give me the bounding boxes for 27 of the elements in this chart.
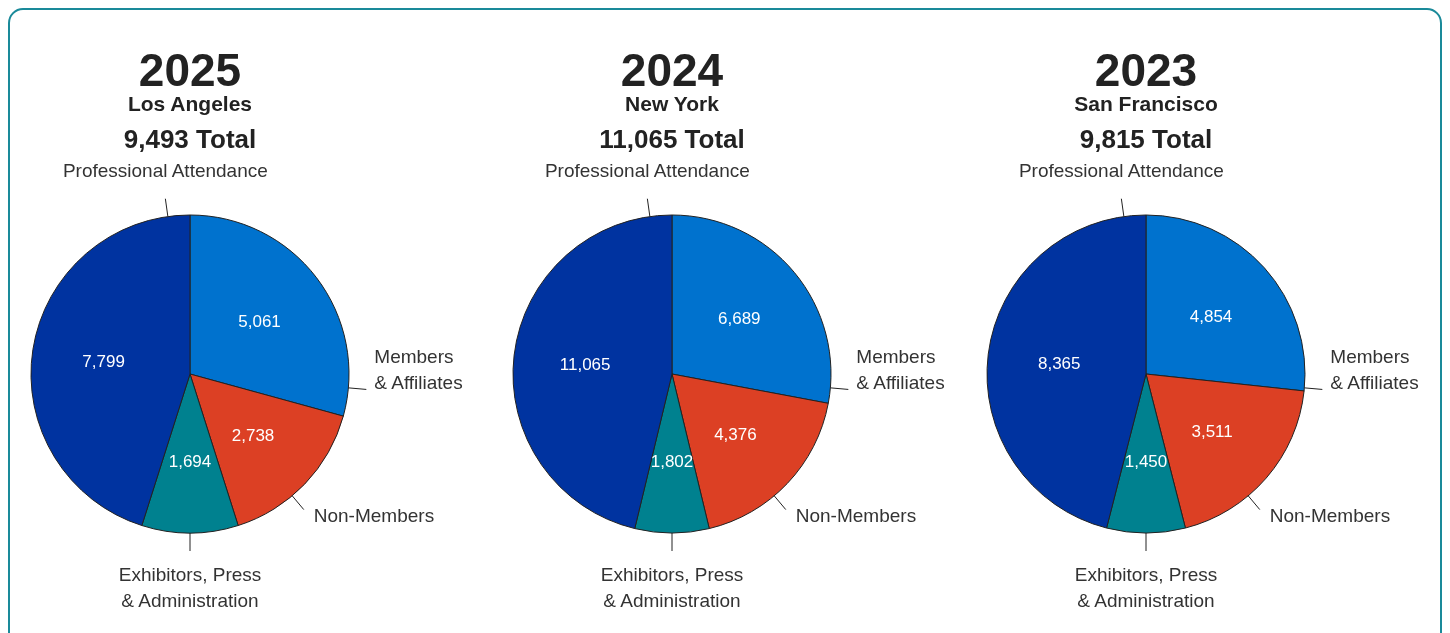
data-label: 1,450 — [1124, 452, 1168, 472]
data-label: 5,061 — [238, 311, 281, 331]
data-label: 1,694 — [168, 452, 212, 472]
data-label: 7,799 — [82, 351, 125, 371]
data-label: 4,854 — [1189, 306, 1233, 326]
slice-label: Non-Members — [795, 504, 917, 526]
data-label: 2,738 — [231, 425, 275, 445]
slice-label: Members & Affiliates — [856, 346, 945, 394]
text: 11,065 Total — [599, 124, 745, 154]
data-label: 11,065 — [559, 354, 611, 374]
text: 9,815 Total — [1079, 124, 1213, 154]
slice-label: Members & Affiliates — [374, 346, 463, 394]
slice-label: Professional Attendance — [544, 159, 750, 181]
data-label: 4,376 — [714, 425, 757, 445]
text: 9,493 Total — [123, 124, 257, 154]
slice-label: Exhibitors, Press & Administration — [600, 564, 744, 611]
slice-label: Professional Attendance — [62, 159, 268, 181]
data-label: 1,802 — [650, 452, 694, 472]
slice-label: Professional Attendance — [1018, 159, 1224, 181]
data-label: 8,365 — [1037, 354, 1081, 374]
slice-label: Members & Affiliates — [1330, 346, 1419, 394]
data-label: 3,511 — [1191, 422, 1233, 442]
slice-label: Non-Members — [1269, 504, 1391, 526]
slice-label: Non-Members — [313, 504, 435, 526]
data-label: 6,689 — [718, 309, 761, 329]
slice-label: Exhibitors, Press & Administration — [118, 564, 262, 611]
slice-label: Exhibitors, Press & Administration — [1074, 564, 1218, 611]
